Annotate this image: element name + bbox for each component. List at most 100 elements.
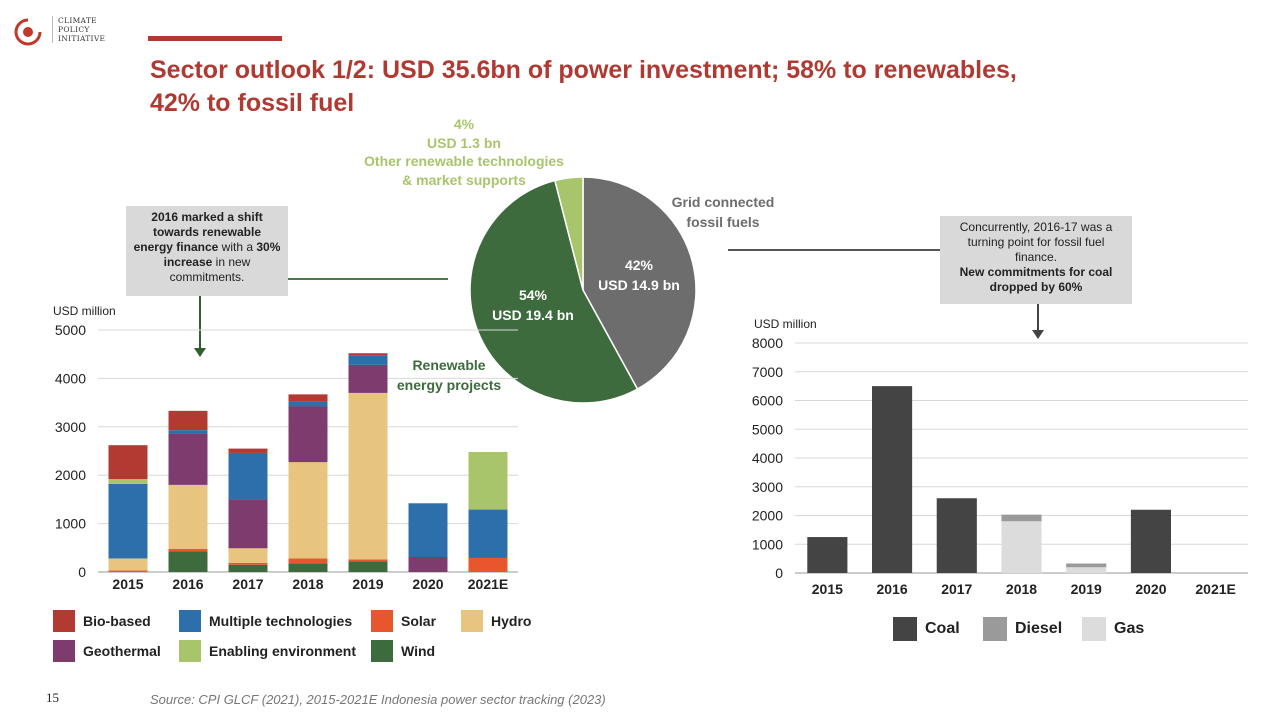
left-xtick-label: 2021E (468, 576, 508, 592)
arrowhead-right-icon (1032, 330, 1044, 339)
left-bar-geothermal-2019 (348, 364, 388, 393)
left-bar-geothermal-2016 (168, 433, 208, 485)
left-bar-hydro-2017 (228, 548, 268, 563)
left-bar-enabling-environment-2021E (468, 451, 508, 510)
pie-outer-label-fossil-1: Grid connected (672, 194, 775, 210)
legend-enabling-environment: Enabling environment (179, 640, 356, 662)
slide-title: Sector outlook 1/2: USD 35.6bn of power … (150, 54, 1150, 120)
connector-line-right (728, 249, 940, 251)
right-bar-coal-2015 (807, 537, 848, 573)
cpi-logo: CLIMATE POLICY INITIATIVE (12, 14, 122, 50)
left-bar-wind-2019 (348, 561, 388, 572)
left-chart-unit: USD million (53, 304, 116, 318)
left-ytick-label: 2000 (55, 467, 86, 483)
legend-label-gas: Gas (1114, 620, 1145, 637)
legend-wind: Wind (371, 640, 435, 662)
slide-title-line-2: 42% to fossil fuel (150, 89, 355, 117)
left-xtick-label: 2015 (112, 576, 143, 592)
pie-chart: 42% USD 14.9 bn 54% USD 19.4 bn Grid con… (364, 116, 775, 404)
right-ytick-label: 8000 (752, 335, 783, 351)
legend-label-solar: Solar (401, 613, 437, 629)
left-ytick-label: 1000 (55, 516, 86, 532)
left-bar-solar-2016 (168, 548, 208, 552)
left-bar-solar-2018 (288, 558, 328, 564)
left-bar-bio-based-2016 (168, 410, 208, 431)
arrow-down-right-icon (1037, 304, 1039, 332)
right-bar-diesel-2018 (1001, 514, 1042, 522)
pie-label-renew-pct: 54% (519, 287, 548, 303)
pie-slice-1 (469, 179, 639, 404)
left-bar-solar-2015 (108, 570, 148, 572)
left-bar-hydro-2016 (168, 484, 208, 549)
arrow-down-left-icon (199, 296, 201, 350)
pie-outer-label-renew-2: energy projects (397, 377, 501, 393)
left-ytick-label: 0 (78, 564, 86, 580)
right-xtick-label: 2019 (1071, 581, 1102, 597)
pie-label-renew-usd: USD 19.4 bn (492, 307, 574, 323)
right-xtick-label: 2021E (1195, 581, 1235, 597)
left-bar-solar-2019 (348, 559, 388, 562)
logo-line-3: INITIATIVE (58, 34, 106, 43)
title-accent-bar (148, 36, 282, 41)
right-ytick-label: 7000 (752, 364, 783, 380)
legend-bio-based: Bio-based (53, 610, 151, 632)
legend-swatch-multiple-technologies (179, 610, 201, 632)
callout-coal-drop: Concurrently, 2016-17 was a turning poin… (940, 216, 1132, 304)
left-bar-bio-based-2018 (288, 394, 328, 402)
left-bar-geothermal-2018 (288, 406, 328, 463)
cpi-logo-icon (14, 18, 42, 46)
callout-right-text: Concurrently, 2016-17 was a turning poin… (959, 220, 1113, 264)
right-xtick-label: 2020 (1135, 581, 1166, 597)
legend-swatch-enabling-environment (179, 640, 201, 662)
slide-title-line-1: Sector outlook 1/2: USD 35.6bn of power … (150, 56, 1017, 84)
left-bar-multiple-technologies-2017 (228, 452, 268, 500)
legend-solar: Solar (371, 610, 436, 632)
left-bar-bio-based-2015 (108, 445, 148, 480)
pie-slices (469, 176, 697, 404)
legend-label-wind: Wind (401, 643, 436, 659)
left-bar-enabling-environment-2015 (108, 479, 148, 484)
right-chart-xticks: 2015 2016 2017 2018 2019 2020 2021E (812, 581, 1236, 597)
pie-outer-label-other-1: 4% (454, 116, 475, 132)
legend-hydro: Hydro (461, 610, 531, 632)
pie-outer-label-other-2: USD 1.3 bn (427, 135, 501, 151)
page-number: 15 (46, 690, 59, 705)
pie-outer-label-other-3: Other renewable technologies (364, 153, 564, 169)
right-xtick-label: 2015 (812, 581, 843, 597)
legend-label-diesel: Diesel (1015, 620, 1063, 637)
legend-swatch-geothermal (53, 640, 75, 662)
right-ytick-label: 1000 (752, 536, 783, 552)
left-ytick-label: 4000 (55, 370, 86, 386)
legend-swatch-coal (893, 617, 917, 641)
left-xtick-label: 2017 (232, 576, 263, 592)
left-bar-hydro-2019 (348, 392, 388, 560)
left-ytick-label: 3000 (55, 419, 86, 435)
logo-line-1: CLIMATE (58, 16, 97, 25)
pie-outer-label-fossil-2: fossil fuels (686, 214, 759, 230)
pie-label-fossil-usd: USD 14.9 bn (598, 277, 680, 293)
callout-left-bold-2: 30% increase (163, 240, 281, 269)
right-ytick-label: 4000 (752, 450, 783, 466)
left-bar-multiple-technologies-2020 (408, 503, 448, 557)
legend-coal: Coal (893, 617, 960, 641)
right-bar-gas-2019 (1066, 567, 1107, 573)
right-chart-yticks: 0 1000 2000 3000 4000 5000 6000 7000 8000 (752, 335, 783, 581)
left-xtick-label: 2020 (412, 576, 443, 592)
left-chart-bars (108, 353, 508, 572)
connector-line-left (288, 278, 448, 280)
pie-outer-label-renew-1: Renewable (412, 357, 485, 373)
left-bar-geothermal-2020 (408, 556, 448, 572)
pie-outer-label-other-4: & market supports (402, 172, 526, 188)
right-chart-bars (807, 386, 1171, 573)
left-ytick-label: 5000 (55, 322, 86, 338)
left-chart-yticks: 0 1000 2000 3000 4000 5000 (55, 322, 86, 580)
right-chart-unit: USD million (754, 317, 817, 331)
left-bar-multiple-technologies-2019 (348, 355, 388, 365)
legend-label-coal: Coal (925, 620, 960, 637)
right-ytick-label: 3000 (752, 479, 783, 495)
legend-swatch-solar (371, 610, 393, 632)
legend-label-hydro: Hydro (491, 613, 532, 629)
logo-text: CLIMATE POLICY INITIATIVE (52, 16, 105, 43)
legend-swatch-hydro (461, 610, 483, 632)
legend-swatch-bio-based (53, 610, 75, 632)
